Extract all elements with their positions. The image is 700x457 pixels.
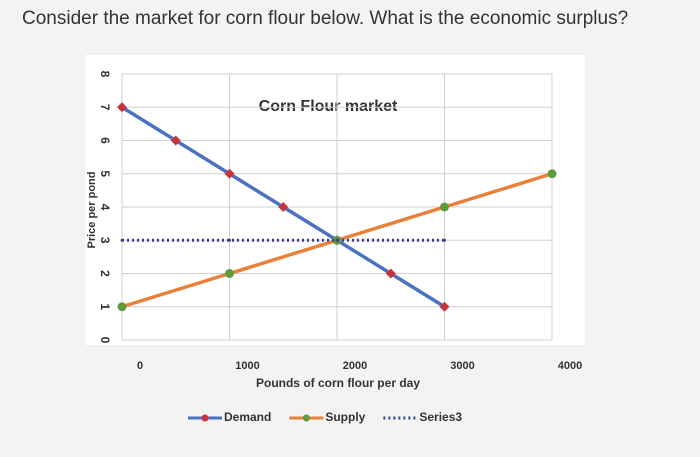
data-point <box>120 238 124 242</box>
y-tick-label: 5 <box>98 170 112 177</box>
legend-marker <box>201 414 209 422</box>
x-tick-label: 1000 <box>235 360 259 372</box>
x-axis-label: Pounds of corn flour per day <box>256 376 420 390</box>
data-point <box>170 135 181 146</box>
chart-area <box>85 55 585 345</box>
legend-label: Series3 <box>419 410 462 424</box>
y-axis-label: Price per pond <box>86 171 98 248</box>
data-point <box>385 268 396 279</box>
data-point <box>547 169 557 179</box>
data-point <box>278 202 289 212</box>
x-tick-label: 0 <box>137 360 143 372</box>
data-point <box>443 238 446 242</box>
x-tick-label: 3000 <box>450 360 474 372</box>
x-tick-label: 2000 <box>343 360 367 372</box>
y-tick-label: 2 <box>98 270 112 277</box>
y-tick-label: 0 <box>98 337 112 344</box>
y-tick-label: 6 <box>98 137 112 144</box>
chart-title: Corn Flour market <box>259 98 398 115</box>
y-tick-label: 3 <box>98 237 112 244</box>
data-point <box>440 202 449 212</box>
data-point <box>225 269 234 278</box>
y-tick-label: 1 <box>98 303 112 310</box>
legend-label: Supply <box>325 410 365 424</box>
y-tick-label: 4 <box>98 204 112 211</box>
plot-frame <box>121 73 553 341</box>
y-tick-label: 8 <box>98 71 112 78</box>
data-point <box>117 302 127 312</box>
legend-marker <box>302 414 310 422</box>
question: Consider the market for corn flour below… <box>22 8 629 29</box>
legend-label: Demand <box>224 410 271 424</box>
x-tick-label: 4000 <box>558 360 582 372</box>
data-point <box>335 238 339 242</box>
data-point <box>117 102 127 113</box>
data-point <box>228 238 231 242</box>
data-point <box>224 168 235 179</box>
data-point <box>439 301 450 312</box>
y-tick-label: 7 <box>98 104 112 111</box>
